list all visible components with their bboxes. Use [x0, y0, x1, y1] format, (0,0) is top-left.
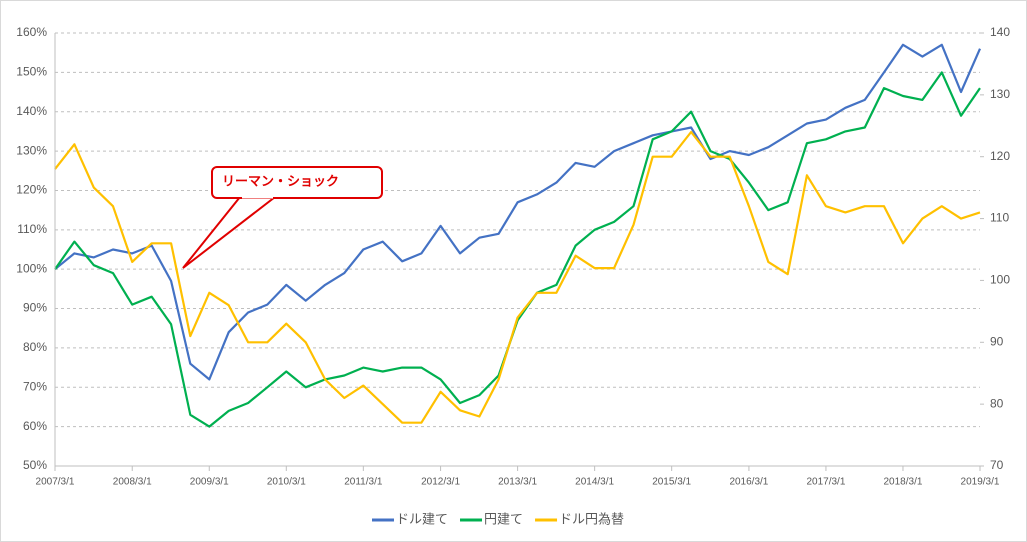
series-line: [54, 130, 981, 424]
x-tick-label: 2009/3/1: [190, 477, 229, 488]
x-tick-label: 2019/3/1: [961, 477, 1000, 488]
series-line: [54, 43, 982, 381]
y-tick-label: 120%: [16, 183, 47, 197]
y2-tick-label: 130: [990, 87, 1010, 101]
x-tick-label: 2017/3/1: [806, 477, 845, 488]
y-tick-label: 60%: [23, 419, 47, 433]
x-tick-label: 2011/3/1: [344, 477, 383, 488]
lines: [54, 43, 982, 428]
y-tick-label: 150%: [16, 65, 47, 79]
legend: ドル建て 円建て ドル円為替: [372, 511, 624, 526]
y-tick-label: 160%: [16, 25, 47, 39]
x-tick-label: 2013/3/1: [498, 477, 537, 488]
y-tick-label: 50%: [23, 458, 47, 472]
y2-tick-label: 120: [990, 149, 1010, 163]
legend-label: ドル建て: [396, 511, 448, 526]
x-tick-label: 2010/3/1: [267, 477, 306, 488]
y2-tick-label: 80: [990, 396, 1004, 410]
y2-tick-label: 90: [990, 334, 1004, 348]
annotation: リーマン・ショック: [182, 166, 383, 269]
y2-tick-label: 140: [990, 25, 1010, 39]
x-tick-label: 2007/3/1: [36, 477, 75, 488]
x-tick-label: 2016/3/1: [729, 477, 768, 488]
y-tick-label: 80%: [23, 340, 47, 354]
annotation-text: リーマン・ショック: [222, 173, 339, 188]
x-tick-label: 2008/3/1: [113, 477, 152, 488]
x-tick-label: 2018/3/1: [884, 477, 923, 488]
grid: [55, 32, 980, 467]
callout-box: [211, 166, 383, 199]
x-tick-label: 2014/3/1: [575, 477, 614, 488]
legend-label: ドル円為替: [559, 511, 624, 526]
y-tick-label: 70%: [23, 379, 47, 393]
y2-tick-label: 100: [990, 273, 1010, 287]
y-tick-label: 100%: [16, 261, 47, 275]
y-tick-label: 110%: [17, 222, 47, 236]
x-tick-label: 2015/3/1: [652, 477, 691, 488]
y-tick-label: 130%: [16, 143, 47, 157]
y2-tick-label: 110: [990, 211, 1009, 225]
y2-tick-label: 70: [990, 458, 1004, 472]
legend-label: 円建て: [484, 511, 523, 526]
y-tick-label: 140%: [16, 104, 47, 118]
y-tick-label: 90%: [23, 301, 47, 315]
x-tick-label: 2012/3/1: [421, 477, 460, 488]
